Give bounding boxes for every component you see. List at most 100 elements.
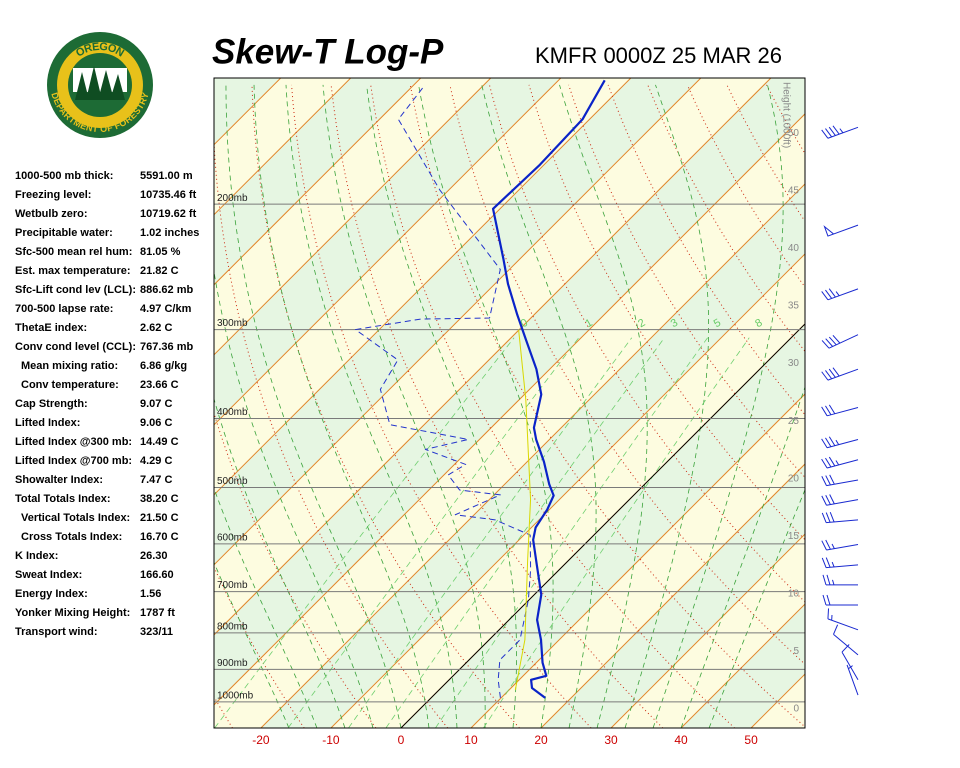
temperature-line bbox=[514, 329, 532, 691]
index-label: 700-500 lapse rate: bbox=[15, 303, 113, 315]
index-value: 1.56 bbox=[140, 588, 161, 600]
y-tick-label: 700mb bbox=[217, 580, 248, 591]
wind-barb bbox=[821, 404, 859, 417]
wind-barb bbox=[827, 608, 859, 631]
y-tick-label: 200mb bbox=[217, 193, 248, 204]
y-tick-label: 500mb bbox=[217, 476, 248, 487]
dry-adiabat bbox=[806, 85, 960, 728]
index-value: 16.70 C bbox=[140, 531, 179, 543]
mixing-ratio-label: 5 bbox=[712, 317, 723, 330]
height-tick-label: 20 bbox=[788, 473, 800, 484]
dry-adiabat bbox=[214, 411, 377, 728]
x-tick-label: 20 bbox=[534, 733, 548, 747]
isotherm bbox=[821, 78, 960, 728]
x-tick-label: -10 bbox=[322, 733, 340, 747]
index-label: Precipitable water: bbox=[15, 227, 113, 239]
isotherm bbox=[214, 78, 422, 286]
index-label: Energy Index: bbox=[15, 588, 88, 600]
plot-area: 0 1 2 3 5 81000mb900mb800mb700mb600mb500mb400… bbox=[0, 78, 960, 728]
temperature-band bbox=[214, 113, 805, 728]
dry-adiabat bbox=[251, 84, 520, 728]
x-tick-label: 30 bbox=[604, 733, 618, 747]
index-label: Est. max temperature: bbox=[15, 265, 131, 277]
logo: OREGON DEPARTMENT OF FORESTRY bbox=[47, 32, 153, 138]
wind-barb bbox=[846, 664, 859, 696]
temperature-line bbox=[491, 79, 606, 699]
height-tick-label: 35 bbox=[788, 301, 800, 312]
moist-adiabat bbox=[366, 84, 517, 728]
dry-adiabat bbox=[449, 84, 805, 665]
wind-barb bbox=[822, 574, 858, 586]
index-label: Sfc-Lift cond lev (LCL): bbox=[15, 284, 136, 296]
index-label: Showalter Index: bbox=[15, 474, 103, 486]
x-tick-label: 50 bbox=[744, 733, 758, 747]
isotherm bbox=[214, 78, 772, 636]
y-tick-label: 400mb bbox=[217, 407, 248, 418]
index-label: Cross Totals Index: bbox=[21, 531, 122, 543]
isotherm-grid-line bbox=[260, 183, 805, 728]
height-tick-label: 25 bbox=[788, 416, 800, 427]
index-label: Vertical Totals Index: bbox=[21, 512, 130, 524]
index-value: 886.62 mb bbox=[140, 284, 193, 296]
index-value: 26.30 bbox=[140, 550, 168, 562]
y-tick-label: 800mb bbox=[217, 622, 248, 633]
isotherm bbox=[214, 78, 492, 356]
isotherm-grid-line bbox=[540, 463, 805, 728]
dry-adiabat bbox=[488, 84, 805, 603]
moist-adiabat bbox=[214, 269, 374, 728]
mixing-ratio-label: 1 bbox=[583, 317, 594, 330]
index-value: 7.47 C bbox=[140, 474, 172, 486]
dry-adiabat bbox=[409, 84, 805, 728]
height-tick-label: 15 bbox=[788, 531, 800, 542]
freezing-isotherm bbox=[400, 323, 805, 728]
index-label: Lifted Index @300 mb: bbox=[15, 436, 132, 448]
isotherm bbox=[214, 113, 805, 706]
height-tick-label: 45 bbox=[788, 185, 800, 196]
isotherm-grid-line bbox=[610, 533, 805, 728]
moist-adiabat bbox=[214, 397, 346, 728]
logo-trees bbox=[75, 66, 125, 100]
mixing-ratio-label: 2 bbox=[636, 317, 647, 330]
index-label: Conv temperature: bbox=[21, 379, 119, 391]
height-tick-label: 30 bbox=[788, 358, 800, 369]
mixing-ratio-line bbox=[385, 337, 665, 728]
temperature-band bbox=[821, 78, 960, 728]
index-label: Yonker Mixing Height: bbox=[15, 607, 130, 619]
index-label: Wetbulb zero: bbox=[15, 208, 88, 220]
wind-barbs bbox=[821, 125, 859, 696]
index-value: 10735.46 ft bbox=[140, 189, 197, 201]
index-value: 166.60 bbox=[140, 569, 174, 581]
plot-frame bbox=[213, 77, 806, 729]
moist-adiabat bbox=[708, 488, 805, 728]
wind-barb bbox=[821, 125, 859, 139]
height-axis-label: Height (1000ft) bbox=[780, 82, 791, 148]
chart-title: Skew-T Log-P bbox=[212, 32, 444, 71]
index-label: Transport wind: bbox=[15, 626, 98, 638]
wind-barb bbox=[841, 644, 859, 681]
y-tick-label: 300mb bbox=[217, 318, 248, 329]
height-tick-label: 50 bbox=[788, 128, 800, 139]
index-value: 9.07 C bbox=[140, 398, 172, 410]
mixing-ratio-line bbox=[214, 337, 515, 728]
wind-barb bbox=[821, 367, 859, 381]
mixing-ratio-label: 0 bbox=[519, 317, 530, 330]
dry-adiabat bbox=[925, 85, 960, 728]
x-tick-label: -20 bbox=[252, 733, 270, 747]
wind-barb bbox=[823, 224, 859, 237]
index-label: 1000-500 mb thick: bbox=[15, 170, 113, 182]
index-label: Cap Strength: bbox=[15, 398, 88, 410]
mixing-ratio-label: 8 bbox=[753, 317, 764, 330]
isotherm-grid-line bbox=[680, 603, 805, 728]
index-value: 323/11 bbox=[140, 626, 173, 638]
index-value: 21.50 C bbox=[140, 512, 179, 524]
isotherm bbox=[0, 78, 1, 728]
index-label: Conv cond level (CCL): bbox=[15, 341, 136, 353]
index-value: 1787 ft bbox=[140, 607, 175, 619]
dewpoint-line bbox=[354, 84, 532, 698]
wind-barb bbox=[821, 494, 859, 506]
y-tick-label: 900mb bbox=[217, 658, 248, 669]
moist-adiabat bbox=[418, 84, 554, 728]
moist-adiabat bbox=[680, 385, 805, 728]
index-value: 767.36 mb bbox=[140, 341, 193, 353]
